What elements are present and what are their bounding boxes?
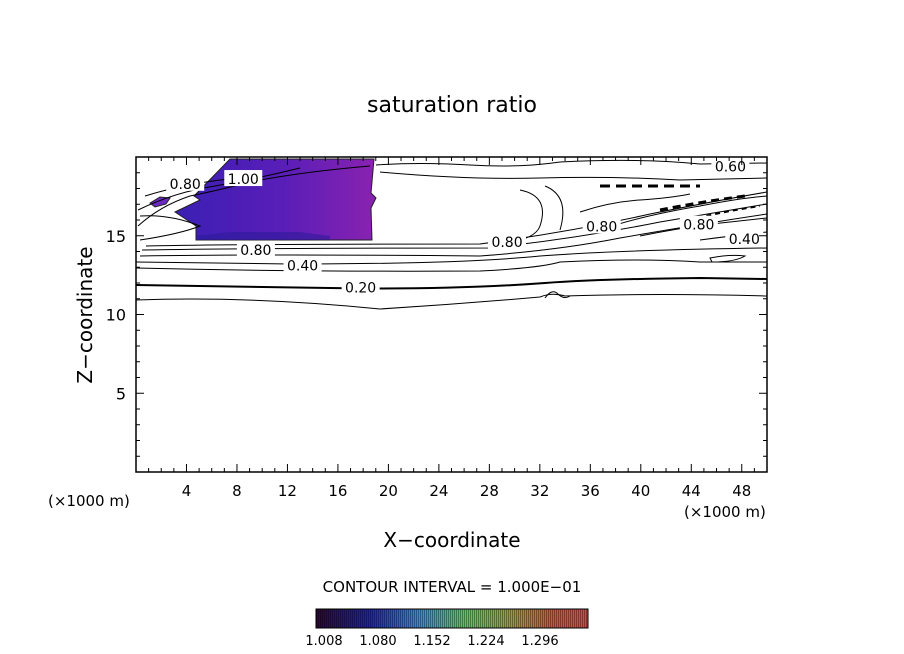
contour-label-bg: [488, 233, 527, 250]
contour-label-bg: [224, 170, 263, 187]
contour-label: 0.40: [729, 232, 760, 248]
y-tick-label: 15: [106, 227, 126, 246]
contour-label-bg: [341, 278, 380, 295]
contour-label-bg: [679, 215, 718, 232]
filled-region-left: [149, 196, 171, 208]
chart-title: saturation ratio: [367, 93, 537, 118]
y-axis-label: Z−coordinate: [73, 246, 97, 383]
colorbar-tick-label: 1.080: [359, 634, 396, 649]
filled-region-inner: [196, 232, 330, 240]
contour-label: 0.40: [287, 259, 318, 275]
contour-label: 0.80: [170, 177, 201, 193]
x-tick-label: 32: [530, 482, 549, 500]
contour-label-bg: [166, 174, 205, 191]
contour-label-bg: [725, 229, 764, 246]
colorbar-tick-label: 1.224: [467, 634, 504, 649]
x-tick-label: 16: [328, 482, 347, 500]
x-axis-label: X−coordinate: [383, 528, 520, 552]
x-axis-ticks: 4 8 12 16 20 24 28 32 36 40 44 48: [148, 157, 755, 500]
x-tick-label: 48: [732, 482, 751, 500]
x-tick-label: 28: [480, 482, 499, 500]
colorbar-tick-label: 1.152: [413, 634, 450, 649]
colorbar-border: [315, 608, 589, 629]
contour-labels: 0.80 1.00 0.60 0.80 0.40 0.20 0.80 0.80 0.80 0.40: [166, 157, 764, 297]
colorbar-lines: [316, 609, 588, 628]
x-unit-right: (×1000 m): [684, 503, 766, 521]
x-tick-label: 8: [232, 482, 242, 500]
contour-label: 1.00: [228, 172, 259, 188]
contour-interval: CONTOUR INTERVAL = 1.000E−01: [323, 578, 582, 596]
x-tick-label: 44: [682, 482, 701, 500]
contour-label: 0.80: [240, 243, 271, 259]
plot-area: 0.80 1.00 0.60 0.80 0.40 0.20 0.80 0.80 0.80 0.40: [136, 157, 767, 310]
contour-label: 0.20: [345, 281, 376, 297]
x-tick-label: 12: [278, 482, 297, 500]
filled-region: [173, 158, 377, 241]
colorbar-tick-label: 1.008: [305, 634, 342, 649]
y-axis-ticks: 5 10 15: [106, 172, 767, 457]
contour-label-bg: [711, 157, 750, 174]
x-tick-label: 4: [182, 482, 192, 500]
colorbar-tick-label: 1.296: [521, 634, 558, 649]
contour-label-bg: [582, 217, 621, 234]
y-tick-label: 10: [106, 306, 126, 325]
x-tick-label: 24: [429, 482, 448, 500]
x-tick-label: 20: [379, 482, 398, 500]
x-unit-left: (×1000 m): [48, 492, 130, 510]
contour-label: 0.80: [586, 219, 617, 235]
colorbar-ticks: 1.008 1.080 1.152 1.224 1.296: [305, 634, 558, 649]
x-tick-label: 36: [581, 482, 600, 500]
contour-label-bg: [236, 240, 275, 257]
colorbar: 1.008 1.080 1.152 1.224 1.296: [305, 608, 589, 649]
y-tick-label: 5: [116, 384, 126, 403]
contour-label-bg: [283, 256, 322, 273]
contour-label: 0.80: [683, 218, 714, 234]
contour-label: 0.60: [715, 159, 746, 175]
x-tick-label: 40: [631, 482, 650, 500]
contour-label: 0.80: [491, 235, 522, 251]
